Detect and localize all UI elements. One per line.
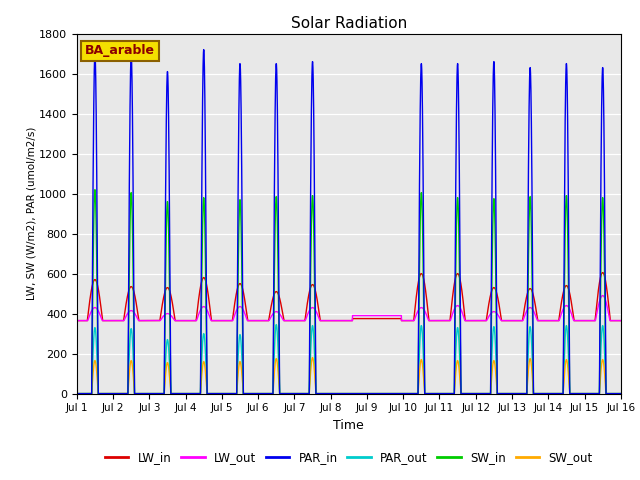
SW_out <box>617 391 625 396</box>
LW_in <box>615 318 623 324</box>
PAR_out <box>424 391 431 396</box>
PAR_out <box>73 391 81 396</box>
LW_in <box>189 318 197 324</box>
SW_out <box>308 355 316 360</box>
LW_out <box>599 293 607 299</box>
PAR_in <box>501 391 509 396</box>
SW_out <box>276 391 284 396</box>
LW_out <box>501 318 509 324</box>
PAR_out <box>189 391 197 396</box>
PAR_out <box>184 391 191 396</box>
SW_in <box>73 391 81 396</box>
LW_out <box>189 318 197 324</box>
SW_out <box>501 391 509 396</box>
Title: Solar Radiation: Solar Radiation <box>291 16 407 31</box>
LW_in <box>73 318 81 324</box>
SW_out <box>615 391 623 396</box>
Y-axis label: LW, SW (W/m2), PAR (umol/m2/s): LW, SW (W/m2), PAR (umol/m2/s) <box>26 127 36 300</box>
SW_in <box>617 391 625 396</box>
LW_in <box>599 270 607 276</box>
Line: LW_out: LW_out <box>77 296 621 321</box>
SW_in <box>189 391 197 396</box>
LW_in <box>617 318 625 324</box>
LW_out <box>424 315 431 321</box>
SW_in <box>184 391 191 396</box>
PAR_out <box>276 391 284 396</box>
LW_out <box>276 312 284 318</box>
PAR_out <box>273 322 280 327</box>
Line: PAR_out: PAR_out <box>77 324 621 394</box>
PAR_in <box>276 391 284 396</box>
SW_in <box>91 187 99 192</box>
SW_out <box>189 391 197 396</box>
SW_out <box>424 391 431 396</box>
LW_out <box>184 318 191 324</box>
Legend: LW_in, LW_out, PAR_in, PAR_out, SW_in, SW_out: LW_in, LW_out, PAR_in, PAR_out, SW_in, S… <box>100 446 598 469</box>
LW_in <box>276 299 284 304</box>
SW_in <box>501 391 509 396</box>
LW_in <box>424 306 431 312</box>
PAR_in <box>424 391 431 396</box>
Line: SW_in: SW_in <box>77 190 621 394</box>
PAR_in <box>184 391 191 396</box>
PAR_in <box>615 391 623 396</box>
Text: BA_arable: BA_arable <box>85 44 155 58</box>
SW_in <box>424 391 431 396</box>
Line: PAR_in: PAR_in <box>77 49 621 394</box>
LW_in <box>184 318 191 324</box>
PAR_in <box>200 47 207 52</box>
LW_out <box>617 318 625 324</box>
PAR_in <box>617 391 625 396</box>
PAR_out <box>501 391 509 396</box>
PAR_in <box>73 391 81 396</box>
SW_in <box>276 391 284 396</box>
LW_out <box>73 318 81 324</box>
SW_out <box>73 391 81 396</box>
LW_in <box>501 318 509 324</box>
Line: LW_in: LW_in <box>77 273 621 321</box>
PAR_out <box>617 391 625 396</box>
SW_in <box>615 391 623 396</box>
LW_out <box>615 318 623 324</box>
SW_out <box>184 391 191 396</box>
PAR_out <box>615 391 623 396</box>
PAR_in <box>189 391 197 396</box>
Line: SW_out: SW_out <box>77 358 621 394</box>
X-axis label: Time: Time <box>333 419 364 432</box>
